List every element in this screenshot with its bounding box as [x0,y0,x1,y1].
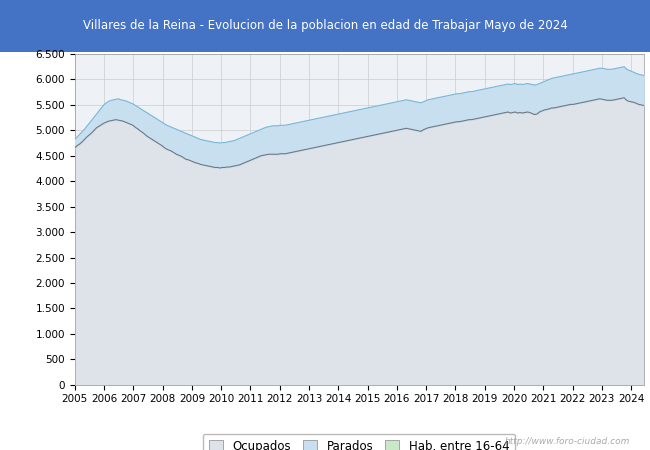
Text: Villares de la Reina - Evolucion de la poblacion en edad de Trabajar Mayo de 202: Villares de la Reina - Evolucion de la p… [83,19,567,32]
Text: http://www.foro-ciudad.com: http://www.foro-ciudad.com [505,436,630,446]
Legend: Ocupados, Parados, Hab. entre 16-64: Ocupados, Parados, Hab. entre 16-64 [203,434,515,450]
